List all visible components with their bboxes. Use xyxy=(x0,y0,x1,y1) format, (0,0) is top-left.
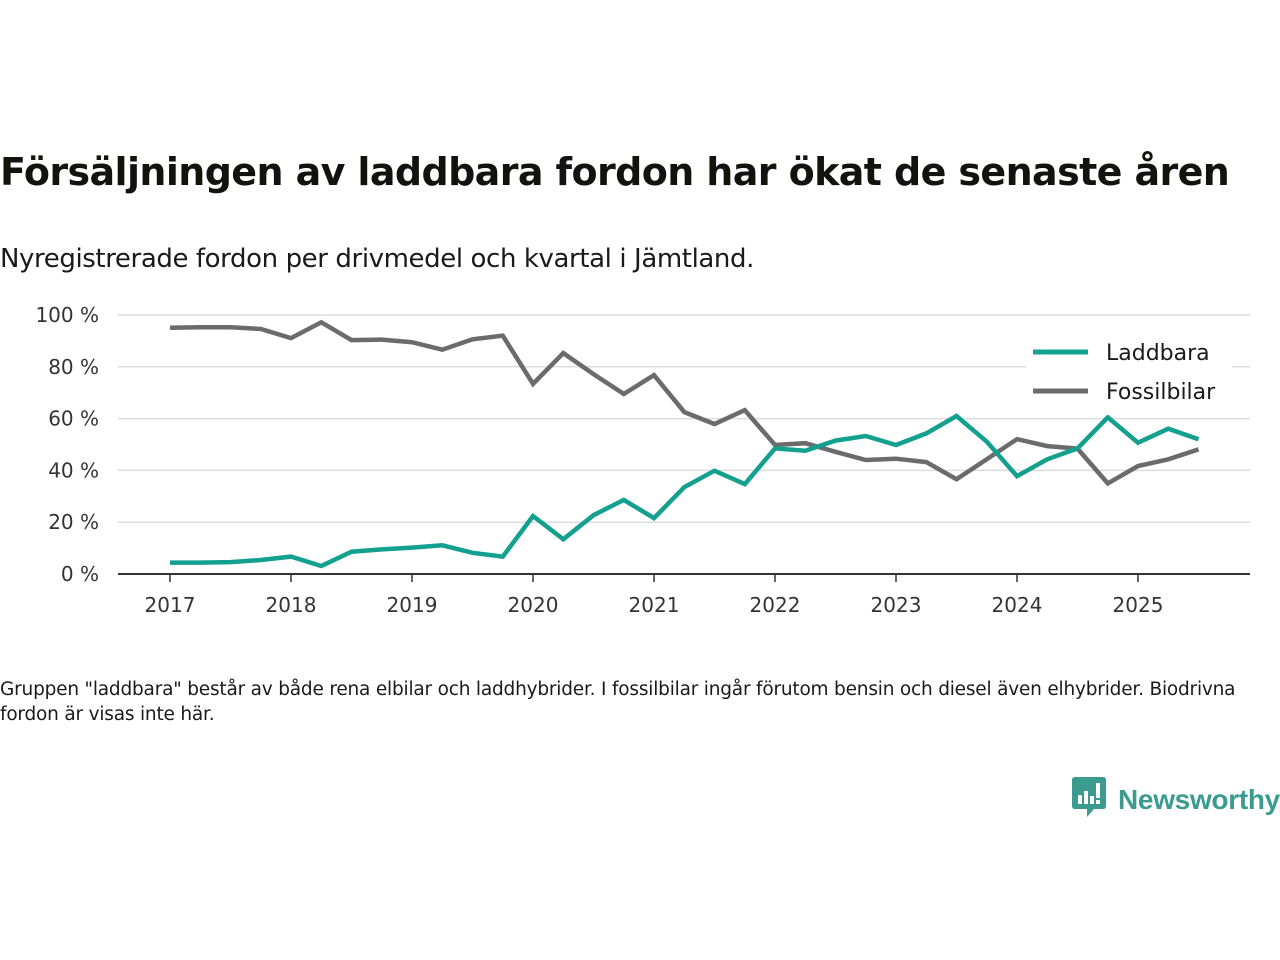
x-tick-label: 2021 xyxy=(629,593,680,617)
x-tick-label: 2018 xyxy=(266,593,317,617)
legend-label-laddbara: Laddbara xyxy=(1106,341,1210,366)
y-tick-label: 60 % xyxy=(48,407,99,431)
legend-background xyxy=(1026,335,1232,415)
newsworthy-logo[interactable]: Newsworthy xyxy=(1072,777,1280,823)
y-tick-label: 40 % xyxy=(48,458,99,482)
series-lines xyxy=(169,319,1200,569)
line-chart: 0 % 20 % 40 % 60 % 80 % 100 % 2017 2018 2019 202… xyxy=(35,303,1250,617)
x-axis: 2017 2018 2019 2020 2021 2022 2023 2024 2025 xyxy=(118,573,1250,617)
x-tick-label: 2022 xyxy=(750,593,801,617)
footnote: Gruppen "laddbara" består av både rena e… xyxy=(0,679,1236,725)
chart-subtitle: Nyregistrerade fordon per drivmedel och … xyxy=(0,244,754,274)
chart-title: Försäljningen av laddbara fordon har öka… xyxy=(0,150,1230,194)
y-tick-label: 20 % xyxy=(48,510,99,534)
x-tick-label: 2019 xyxy=(387,593,438,617)
newsworthy-logo-text: Newsworthy xyxy=(1118,784,1280,815)
legend: Laddbara Fossilbilar xyxy=(1026,335,1232,415)
x-tick-label: 2025 xyxy=(1113,593,1164,617)
x-tick-label: 2023 xyxy=(871,593,922,617)
x-tick-label: 2020 xyxy=(508,593,559,617)
y-tick-label: 0 % xyxy=(61,562,99,586)
y-tick-label: 80 % xyxy=(48,355,99,379)
y-axis: 0 % 20 % 40 % 60 % 80 % 100 % xyxy=(35,303,99,586)
series-line-fossilbilar xyxy=(169,319,1200,487)
x-tick-label: 2017 xyxy=(145,593,196,617)
newsworthy-logo-icon xyxy=(1072,777,1106,823)
y-tick-label: 100 % xyxy=(35,303,99,327)
x-tick-label: 2024 xyxy=(992,593,1043,617)
legend-label-fossilbilar: Fossilbilar xyxy=(1106,380,1216,405)
series-line-laddbara xyxy=(170,413,1200,569)
